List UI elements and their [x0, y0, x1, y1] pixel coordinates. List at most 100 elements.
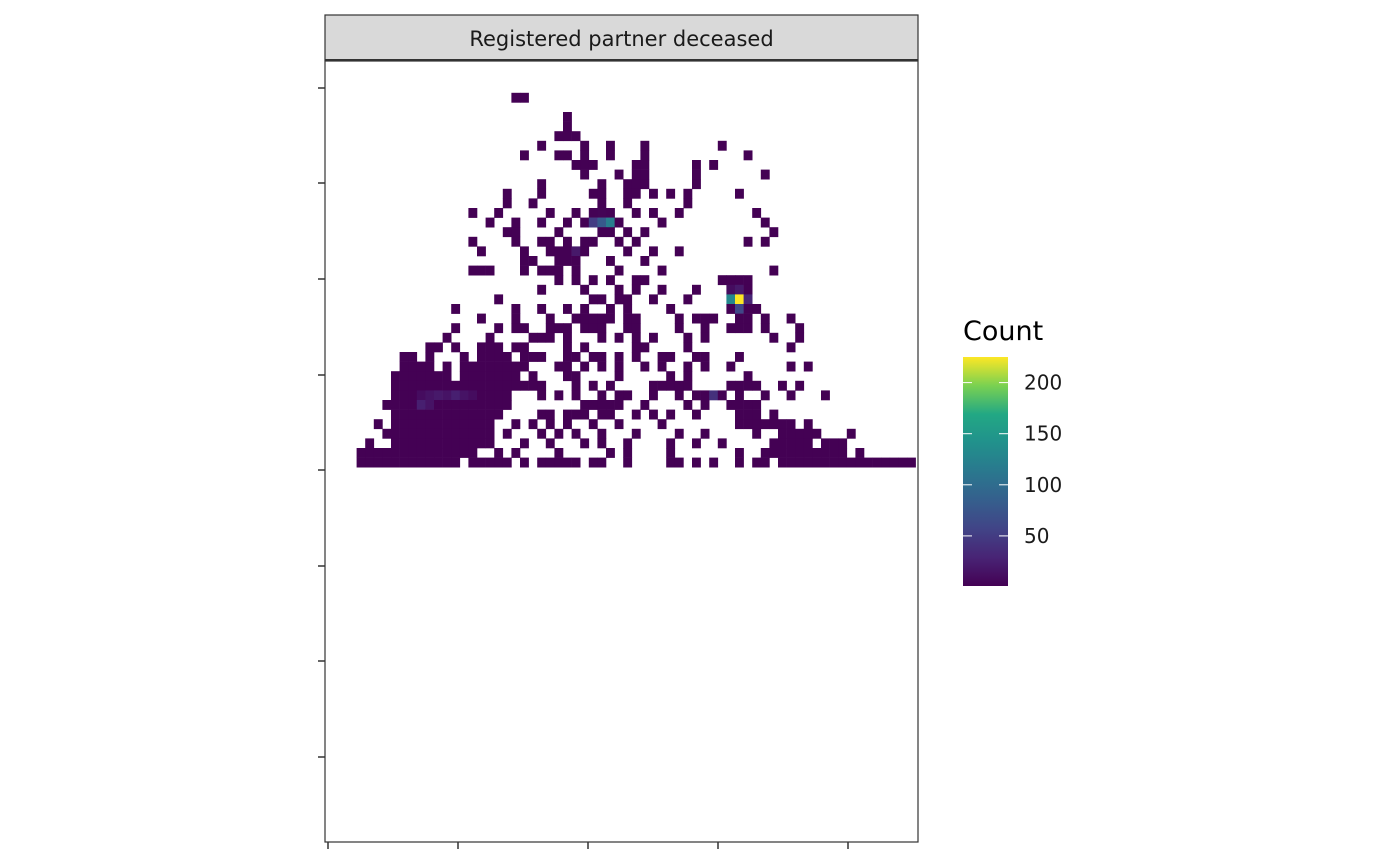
heatmap-cell [649, 409, 658, 420]
heatmap-cell [597, 179, 607, 190]
heatmap-cell [563, 332, 572, 343]
heatmap-cell [752, 419, 762, 430]
heatmap-cell [571, 380, 581, 391]
heatmap-cell [408, 438, 418, 449]
heatmap-cell [640, 275, 650, 286]
heatmap-cell [434, 438, 443, 449]
heatmap-cell [563, 352, 572, 362]
heatmap-cell [494, 409, 504, 420]
heatmap-cell [511, 380, 521, 391]
heatmap-cell [373, 448, 383, 458]
heatmap-cell [735, 294, 744, 305]
heatmap-cell [545, 313, 555, 324]
heatmap-cell [494, 342, 504, 353]
heatmap-cell [786, 361, 796, 372]
heatmap-cell [580, 246, 590, 257]
heatmap-cell [683, 294, 693, 305]
heatmap-cell [520, 438, 529, 449]
heatmap-cell [631, 323, 641, 334]
heatmap-cell [743, 419, 753, 430]
heatmap-cell [631, 188, 641, 199]
heatmap-cell [399, 419, 409, 430]
heatmap-cell [735, 390, 744, 401]
heatmap-cell [468, 236, 478, 247]
heatmap-cell [563, 371, 572, 382]
heatmap-cell [683, 188, 693, 199]
heatmap-cell [502, 188, 512, 199]
heatmap-cell [399, 390, 409, 401]
heatmap-cell [545, 265, 555, 276]
heatmap-cell [425, 448, 435, 458]
heatmap-cell [485, 438, 495, 449]
heatmap-cell [640, 361, 650, 372]
heatmap-cell [623, 438, 633, 449]
heatmap-cell [382, 457, 392, 468]
heatmap-cell [528, 419, 538, 430]
heatmap-cell [614, 352, 624, 362]
heatmap-cell [795, 438, 805, 449]
heatmap-cell [743, 284, 753, 295]
heatmap-cell [649, 208, 658, 218]
heatmap-cell [511, 371, 521, 382]
heatmap-cell [786, 428, 796, 439]
heatmap-cell [786, 419, 796, 430]
heatmap-cell [692, 160, 701, 170]
heatmap-cell [855, 457, 865, 468]
heatmap-cell [588, 294, 598, 305]
heatmap-cell [631, 332, 641, 343]
heatmap-cell [855, 448, 865, 458]
heatmap-cell [674, 323, 684, 334]
heatmap-cell [537, 409, 547, 420]
legend-tick-label: 150 [1024, 422, 1062, 446]
heatmap-cell [881, 457, 891, 468]
heatmap-cell [580, 236, 590, 247]
heatmap-cell [528, 352, 538, 362]
heatmap-cell [442, 419, 452, 430]
heatmap-cell [726, 380, 736, 391]
heatmap-cell [425, 428, 435, 439]
heatmap-cell [606, 304, 615, 314]
heatmap-cell [692, 409, 701, 420]
heatmap-cell [537, 380, 547, 391]
heatmap-cell [554, 428, 564, 439]
heatmap-cell [459, 371, 469, 382]
heatmap-cell [528, 198, 538, 209]
heatmap-cell [537, 304, 547, 314]
heatmap-cell [640, 160, 650, 170]
heatmap-cell [674, 428, 684, 439]
heatmap-cell [580, 140, 590, 151]
heatmap-cell [631, 428, 641, 439]
heatmap-cell [580, 284, 590, 295]
heatmap-cell [700, 428, 710, 439]
heatmap-cell [399, 400, 409, 410]
heatmap-cell [760, 169, 770, 180]
heatmap-cells [356, 92, 916, 468]
heatmap-cell [477, 265, 486, 276]
heatmap-cell [434, 380, 443, 391]
heatmap-cell [614, 236, 624, 247]
heatmap-cell [760, 313, 770, 324]
heatmap-cell [468, 380, 478, 391]
heatmap-cell [451, 380, 461, 391]
heatmap-cell [459, 428, 469, 439]
heatmap-cell [451, 342, 461, 353]
heatmap-cell [726, 294, 736, 305]
heatmap-cell [631, 160, 641, 170]
heatmap-cell [477, 390, 486, 401]
heatmap-cell [640, 140, 650, 151]
facet-strip-label: Registered partner deceased [469, 27, 773, 51]
heatmap-cell [571, 428, 581, 439]
heatmap-cell [821, 448, 830, 458]
heatmap-cell [468, 208, 478, 218]
heatmap-cell [511, 419, 521, 430]
heatmap-cell [769, 227, 779, 238]
heatmap-cell [477, 409, 486, 420]
heatmap-cell [563, 409, 572, 420]
heatmap-cell [649, 294, 658, 305]
heatmap-cell [485, 361, 495, 372]
heatmap-cell [459, 380, 469, 391]
heatmap-cell [442, 448, 452, 458]
heatmap-cell [666, 448, 676, 458]
heatmap-cell [683, 342, 693, 353]
heatmap-cell [545, 246, 555, 257]
